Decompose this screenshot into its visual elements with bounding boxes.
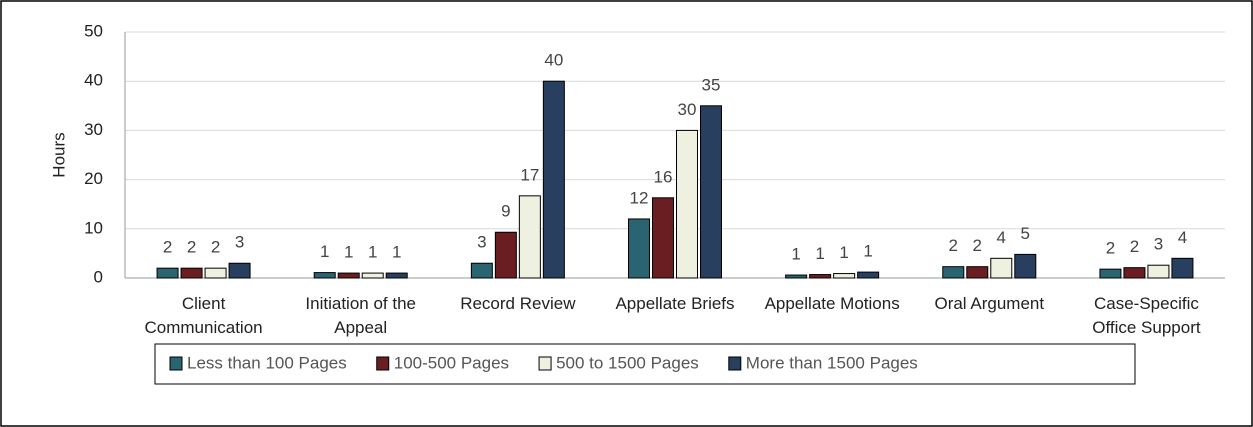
value-label: 3 bbox=[235, 233, 244, 252]
value-label: 2 bbox=[163, 238, 172, 257]
value-label: 2 bbox=[187, 238, 196, 257]
bar bbox=[1123, 267, 1146, 279]
y-tick-label: 20 bbox=[84, 169, 103, 188]
legend-swatch bbox=[728, 356, 742, 371]
bar bbox=[337, 272, 360, 279]
bar bbox=[833, 273, 856, 279]
value-label: 40 bbox=[544, 51, 563, 70]
y-axis-label: Hours bbox=[49, 132, 68, 177]
bar bbox=[470, 262, 493, 279]
value-label: 1 bbox=[368, 243, 377, 262]
y-tick-label: 50 bbox=[84, 21, 103, 40]
legend-box bbox=[154, 343, 1136, 385]
x-tick-label: Client Communication bbox=[144, 294, 263, 337]
bar bbox=[942, 266, 965, 279]
x-tick-label: Appellate Briefs bbox=[615, 294, 735, 313]
legend-swatch bbox=[376, 356, 390, 371]
bar bbox=[700, 105, 722, 279]
bar bbox=[228, 262, 251, 279]
x-tick-label: Record Review bbox=[460, 294, 576, 313]
legend-label: Less than 100 Pages bbox=[187, 353, 347, 372]
x-tick-label: Initiation of the Appeal bbox=[305, 294, 416, 337]
y-tick-label: 10 bbox=[84, 218, 103, 237]
bar bbox=[313, 272, 336, 279]
bar bbox=[1147, 264, 1170, 279]
x-tick-label: Case-Specific Office Support bbox=[1092, 294, 1201, 337]
bar bbox=[518, 195, 541, 279]
bar bbox=[1014, 253, 1037, 279]
value-label: 9 bbox=[501, 202, 510, 221]
bar bbox=[156, 267, 179, 279]
bar bbox=[628, 218, 650, 279]
value-label: 4 bbox=[997, 228, 1006, 247]
value-label: 2 bbox=[211, 238, 220, 257]
bar bbox=[785, 274, 808, 279]
bar bbox=[676, 129, 698, 279]
bar bbox=[652, 197, 674, 279]
bar bbox=[361, 272, 384, 279]
x-tick-label: Oral Argument bbox=[934, 294, 1045, 313]
bar bbox=[966, 266, 989, 279]
legend-label: More than 1500 Pages bbox=[746, 353, 918, 372]
value-label: 3 bbox=[1154, 235, 1163, 254]
value-label: 1 bbox=[815, 244, 824, 263]
value-label: 2 bbox=[1106, 239, 1115, 258]
value-label: 12 bbox=[630, 188, 649, 207]
legend-label: 500 to 1500 Pages bbox=[556, 353, 699, 372]
value-label: 1 bbox=[863, 242, 872, 261]
value-label: 2 bbox=[973, 236, 982, 255]
bar bbox=[204, 267, 227, 279]
value-label: 2 bbox=[1130, 237, 1139, 256]
value-label: 3 bbox=[477, 233, 486, 252]
legend-label: 100-500 Pages bbox=[394, 353, 509, 372]
value-label: 2 bbox=[949, 236, 958, 255]
value-label: 1 bbox=[839, 243, 848, 262]
bar bbox=[857, 271, 880, 279]
value-label: 30 bbox=[678, 100, 697, 119]
bar bbox=[990, 257, 1013, 279]
value-label: 4 bbox=[1178, 228, 1187, 247]
value-label: 35 bbox=[702, 75, 721, 94]
bar bbox=[1099, 268, 1122, 279]
value-label: 1 bbox=[320, 242, 329, 261]
y-tick-label: 0 bbox=[94, 267, 103, 286]
value-label: 16 bbox=[654, 167, 673, 186]
value-label: 1 bbox=[344, 243, 353, 262]
y-tick-label: 30 bbox=[84, 120, 103, 139]
bar bbox=[542, 80, 565, 279]
legend-swatch bbox=[169, 356, 183, 371]
value-label: 5 bbox=[1021, 224, 1030, 243]
bar bbox=[809, 274, 832, 279]
value-label: 1 bbox=[392, 243, 401, 262]
value-label: 1 bbox=[791, 245, 800, 264]
y-tick-label: 40 bbox=[84, 71, 103, 90]
bar bbox=[494, 231, 517, 279]
bar bbox=[180, 267, 203, 279]
x-tick-label: Appellate Motions bbox=[764, 294, 900, 313]
bar bbox=[385, 272, 408, 279]
value-label: 17 bbox=[520, 165, 539, 184]
legend-swatch bbox=[538, 356, 552, 371]
bar bbox=[1171, 257, 1194, 279]
